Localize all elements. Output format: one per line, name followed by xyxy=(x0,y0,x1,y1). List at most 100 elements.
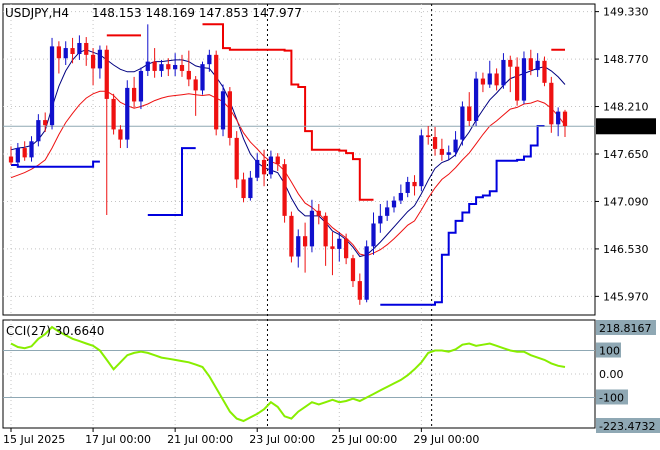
candle xyxy=(220,84,226,137)
trailing-stop-support xyxy=(11,125,545,306)
candle-body xyxy=(439,148,445,155)
candle xyxy=(296,229,301,268)
candle-body xyxy=(494,73,499,86)
candle xyxy=(97,45,103,79)
x-tick-label: 29 Jul 00:00 xyxy=(413,433,479,446)
candle-body xyxy=(173,65,178,70)
candle xyxy=(193,76,198,116)
cci-tick-badge xyxy=(596,389,628,405)
candle-body xyxy=(179,65,185,71)
x-tick-label: 23 Jul 00:00 xyxy=(249,433,315,446)
candle xyxy=(200,61,205,95)
candle-body xyxy=(166,64,171,70)
candle xyxy=(118,125,123,149)
cci-label: CCI(27) 30.6640 xyxy=(6,324,104,338)
candle xyxy=(234,131,239,188)
candle xyxy=(70,37,75,64)
candle-body xyxy=(289,215,294,257)
candle-body xyxy=(460,106,465,140)
candle-body xyxy=(193,79,198,91)
candle-body xyxy=(357,281,362,300)
candle xyxy=(138,67,144,110)
candle-body xyxy=(515,66,520,101)
candle-body xyxy=(385,207,390,216)
candle xyxy=(166,58,171,77)
candle-body xyxy=(43,120,48,126)
candle xyxy=(275,153,280,171)
candle xyxy=(439,138,445,161)
candle-body xyxy=(344,238,349,259)
candle xyxy=(487,60,492,88)
candle xyxy=(63,41,68,66)
candle xyxy=(357,273,362,305)
candle xyxy=(43,112,48,132)
y-tick-label: 149.330 xyxy=(603,6,649,19)
candle xyxy=(515,57,520,106)
candle-body xyxy=(125,87,130,140)
candle xyxy=(84,37,89,66)
y-tick-label: 147.650 xyxy=(603,148,649,161)
candle-body xyxy=(275,156,280,165)
candle-body xyxy=(29,141,34,158)
candle-body xyxy=(556,111,561,125)
candle-body xyxy=(391,200,397,208)
candle xyxy=(446,145,451,160)
candle-body xyxy=(480,78,486,85)
candle xyxy=(391,196,397,213)
candle-body xyxy=(432,137,438,149)
x-tick-label: 15 Jul 2025 xyxy=(3,433,65,446)
candle-body xyxy=(84,42,89,55)
candle-body xyxy=(371,223,376,247)
cci-tick-label: 218.8167 xyxy=(599,322,652,335)
candle-body xyxy=(282,164,287,216)
candle xyxy=(261,149,267,187)
candle-body xyxy=(487,73,492,85)
candle xyxy=(528,49,533,76)
candle xyxy=(473,71,479,127)
y-tick-label: 147.090 xyxy=(603,195,649,208)
candle-body xyxy=(473,78,479,121)
candle xyxy=(480,72,486,93)
candle-body xyxy=(330,246,335,249)
candle-body xyxy=(152,61,157,71)
cci-line xyxy=(10,325,566,423)
cci-tick-badge xyxy=(596,320,656,335)
trailing-stop-resistance xyxy=(106,23,565,201)
candle-body xyxy=(248,177,253,199)
candle-body xyxy=(8,156,14,163)
candle xyxy=(330,231,335,276)
cci-tick-label: -223.4732 xyxy=(599,420,655,433)
candle-body xyxy=(200,64,205,91)
candle-body xyxy=(364,246,369,300)
fast-moving-average xyxy=(10,90,566,257)
candle-body xyxy=(268,156,274,175)
candle-body xyxy=(234,137,239,180)
candle-body xyxy=(49,46,55,126)
candle-body xyxy=(350,258,356,282)
candle xyxy=(131,76,137,108)
cci-tick-label: 0.00 xyxy=(599,368,624,381)
candle xyxy=(159,59,164,77)
symbol-label: USDJPY,H4 xyxy=(5,6,69,20)
candle xyxy=(248,170,253,201)
candle xyxy=(104,45,109,216)
candle xyxy=(22,141,27,161)
candle-body xyxy=(378,215,383,224)
candle xyxy=(77,35,82,60)
candle xyxy=(241,172,246,203)
y-tick-label: 145.970 xyxy=(603,290,649,303)
candle-body xyxy=(77,42,82,54)
candle-body xyxy=(97,49,103,69)
candle-body xyxy=(186,70,191,80)
candle-body xyxy=(521,58,527,101)
cci-levels xyxy=(3,350,595,398)
candle xyxy=(36,114,41,147)
candle-body xyxy=(501,59,506,86)
candle xyxy=(556,107,561,137)
x-tick-label: 17 Jul 00:00 xyxy=(85,433,151,446)
candle xyxy=(282,159,287,223)
ohlc-values: 148.153 148.169 147.853 147.977 xyxy=(92,6,302,20)
candle-body xyxy=(453,139,458,153)
candle-body xyxy=(104,49,109,99)
